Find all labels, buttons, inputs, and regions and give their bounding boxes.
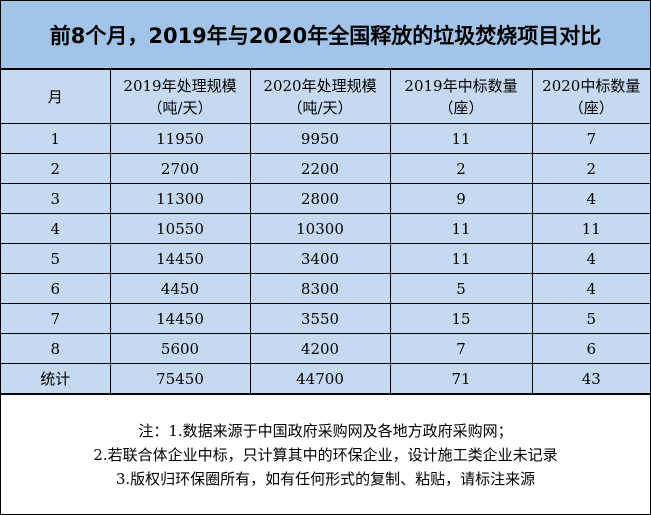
table-row: 8 5600 4200 7 6 — [1, 333, 650, 364]
table-cell: 5600 — [109, 333, 251, 364]
header-row: 月 2019年处理规模 （吨/天） 2020年处理规模 （吨/天） 2019年中标数… — [1, 69, 650, 124]
table-row: 4 10550 10300 11 11 — [1, 213, 650, 244]
table-cell: 8 — [1, 333, 111, 364]
note-line: 注：1.数据来源于中国政府采购网及各地方政府采购网； — [138, 422, 513, 440]
header-text: 2019年处理规模 — [123, 76, 237, 95]
table-cell: 2700 — [109, 153, 251, 184]
header-2019-count: 2019年中标数量 （座） — [389, 69, 533, 124]
table-row: 2 2700 2200 2 2 — [1, 153, 650, 184]
note-line: 3.版权归环保圈所有，如有任何形式的复制、粘贴，请标注来源 — [115, 470, 536, 488]
data-table: 月 2019年处理规模 （吨/天） 2020年处理规模 （吨/天） 2019年中标数… — [1, 69, 650, 394]
header-text: 2020年处理规模 — [263, 76, 377, 95]
table-cell: 71 — [389, 363, 533, 394]
table-cell: 9950 — [249, 123, 391, 154]
table-cell: 11 — [389, 243, 533, 274]
table-cell: 统计 — [1, 363, 111, 394]
header-text: 月 — [47, 87, 63, 106]
table-cell: 7 — [389, 333, 533, 364]
table-cell: 15 — [389, 303, 533, 334]
table-row: 7 14450 3550 15 5 — [1, 303, 650, 334]
table-cell: 44700 — [249, 363, 391, 394]
table-cell: 4 — [531, 243, 650, 274]
table-cell: 5 — [531, 303, 650, 334]
table-cell: 6 — [531, 333, 650, 364]
table-cell: 6 — [1, 273, 111, 304]
table-cell: 3550 — [249, 303, 391, 334]
header-unit: （座） — [568, 98, 614, 117]
header-unit: （座） — [438, 98, 484, 117]
table-cell: 2 — [1, 153, 111, 184]
table-cell: 10300 — [249, 213, 391, 244]
total-row: 统计 75450 44700 71 43 — [1, 363, 650, 394]
table-row: 1 11950 9950 11 7 — [1, 123, 650, 154]
table-cell: 7 — [531, 123, 650, 154]
table-cell: 2800 — [249, 183, 391, 214]
notes: 注：1.数据来源于中国政府采购网及各地方政府采购网； 2.若联合体企业中标，只计… — [1, 394, 650, 515]
table-cell: 11 — [531, 213, 650, 244]
table-cell: 4200 — [249, 333, 391, 364]
header-month: 月 — [1, 69, 111, 124]
header-text: 2020中标数量 — [542, 76, 641, 95]
table-title: 前8个月，2019年与2020年全国释放的垃圾焚烧项目对比 — [1, 1, 650, 69]
table-cell: 5 — [389, 273, 533, 304]
header-2019-capacity: 2019年处理规模 （吨/天） — [109, 69, 251, 124]
table-cell: 11950 — [109, 123, 251, 154]
table-row: 3 11300 2800 9 4 — [1, 183, 650, 214]
table-cell: 4450 — [109, 273, 251, 304]
table-cell: 43 — [531, 363, 650, 394]
table-cell: 4 — [1, 213, 111, 244]
header-text: 2019年中标数量 — [404, 76, 518, 95]
table-cell: 8300 — [249, 273, 391, 304]
table-cell: 2 — [389, 153, 533, 184]
table-cell: 4 — [531, 183, 650, 214]
table-cell: 10550 — [109, 213, 251, 244]
table-cell: 14450 — [109, 303, 251, 334]
table-cell: 3400 — [249, 243, 391, 274]
table-cell: 75450 — [109, 363, 251, 394]
table-cell: 7 — [1, 303, 111, 334]
header-2020-count: 2020中标数量 （座） — [531, 69, 650, 124]
note-line: 2.若联合体企业中标，只计算其中的环保企业，设计施工类企业未记录 — [93, 446, 558, 464]
table-cell: 11300 — [109, 183, 251, 214]
table-cell: 11 — [389, 213, 533, 244]
table-cell: 2200 — [249, 153, 391, 184]
table-cell: 4 — [531, 273, 650, 304]
header-2020-capacity: 2020年处理规模 （吨/天） — [249, 69, 391, 124]
table-cell: 14450 — [109, 243, 251, 274]
table-cell: 11 — [389, 123, 533, 154]
table-cell: 9 — [389, 183, 533, 214]
table-cell: 5 — [1, 243, 111, 274]
table-cell: 1 — [1, 123, 111, 154]
header-unit: （吨/天） — [287, 98, 353, 117]
table-cell: 2 — [531, 153, 650, 184]
table-row: 5 14450 3400 11 4 — [1, 243, 650, 274]
table-cell: 3 — [1, 183, 111, 214]
header-unit: （吨/天） — [147, 98, 213, 117]
table-row: 6 4450 8300 5 4 — [1, 273, 650, 304]
